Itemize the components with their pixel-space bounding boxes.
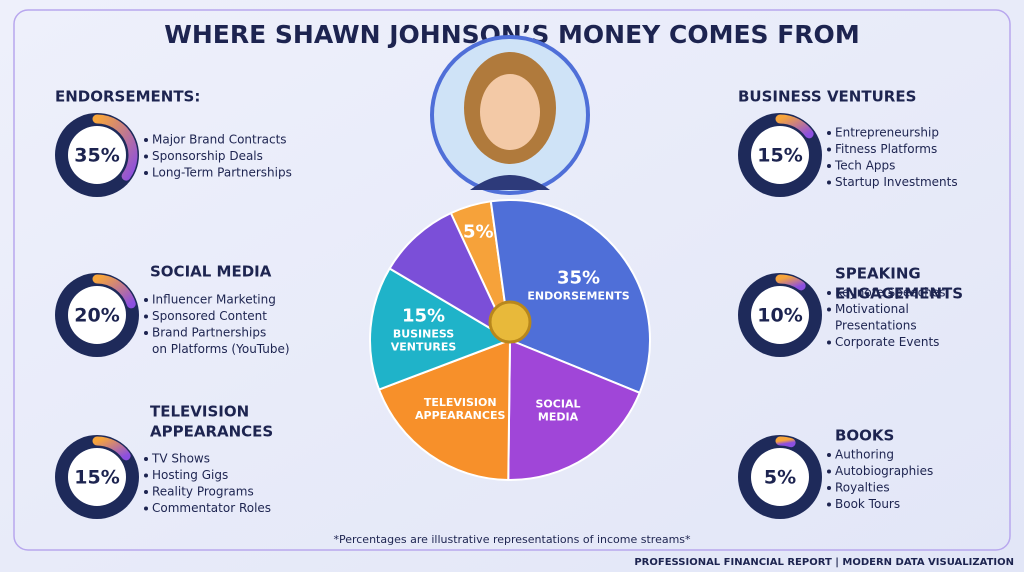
bullet: Tech Apps: [834, 159, 895, 173]
bullet: Long-Term Partnerships: [152, 166, 292, 180]
bullet: Entrepreneurship: [835, 126, 939, 140]
bullet: TV Shows: [151, 452, 210, 466]
slice-percent: 35%: [557, 268, 600, 289]
frame: [13, 9, 1011, 551]
ring-label: 15%: [757, 145, 802, 167]
bullet: Influencer Marketing: [152, 293, 276, 307]
slice-name: VENTURES: [391, 340, 457, 353]
bullet: Book Tours: [835, 497, 900, 511]
bullet-dot: [144, 473, 148, 478]
bullet-dot: [144, 314, 148, 319]
slice-name: APPEARANCES: [415, 409, 505, 422]
slice-percent: 5%: [463, 222, 494, 243]
ring-inner: [68, 126, 126, 184]
panel-heading: ENGAGEMENTS: [835, 285, 963, 303]
bullet-dot: [827, 147, 831, 152]
ring-label: 10%: [757, 305, 802, 327]
pie-slice: [369, 267, 513, 391]
slice-percent: 15%: [402, 305, 445, 326]
bullet: Autobiographies: [835, 464, 933, 478]
bullet-dot: [827, 131, 831, 135]
bullet-dot: [144, 171, 148, 175]
ring-arc: [92, 436, 131, 461]
bullet-dot: [144, 490, 148, 494]
bullet-dot: [144, 154, 148, 159]
bullet: Presentations: [835, 319, 917, 333]
ring-arc: [775, 274, 806, 291]
bullet: Brand Partnerships: [152, 326, 266, 340]
bullet-dot: [144, 331, 148, 335]
bullet-dot: [144, 457, 148, 461]
shirt: [470, 175, 550, 190]
panel-heading: TELEVISION: [150, 403, 249, 421]
ring-inner: [68, 448, 126, 506]
bullet-dot: [144, 506, 148, 511]
ring-inner: [751, 286, 809, 344]
panel-heading: APPEARANCES: [150, 423, 273, 441]
bullet: Sponsored Content: [152, 309, 267, 323]
pie-slice: [377, 338, 512, 482]
panel-heading: BOOKS: [835, 427, 894, 445]
bullet-dot: [827, 307, 831, 312]
bullet-dot: [827, 453, 831, 457]
ring-arc: [775, 436, 796, 448]
bullet: Keynote Speeches: [835, 286, 945, 300]
bullet: Reality Programs: [152, 485, 254, 499]
slice-name: SOCIAL: [536, 397, 581, 410]
bullet: Major Brand Contracts: [152, 133, 287, 147]
ring-arc: [92, 274, 136, 309]
bullet: Authoring: [835, 448, 894, 462]
bullet: Sponsorship Deals: [152, 149, 263, 163]
bullet: on Platforms (YouTube): [152, 342, 290, 356]
slice-name: ENDORSEMENTS: [527, 290, 629, 303]
bullet-dot: [827, 486, 831, 490]
ring-inner: [68, 286, 126, 344]
pie-slice: [489, 199, 651, 395]
slice-name: BUSINESS: [393, 327, 454, 340]
ring-label: 15%: [74, 467, 119, 489]
slice-name: MEDIA: [538, 410, 579, 423]
pie-slice: [388, 211, 513, 343]
bullet-dot: [144, 138, 148, 142]
bullet: Corporate Events: [835, 335, 939, 349]
medal: [488, 300, 532, 344]
bullet-dot: [827, 291, 831, 295]
footnote: *Percentages are illustrative representa…: [333, 533, 691, 546]
bullet: Commentator Roles: [152, 501, 271, 515]
ring-inner: [751, 126, 809, 184]
bullet-dot: [827, 164, 831, 168]
ring-inner: [751, 448, 809, 506]
bullet: Hosting Gigs: [152, 468, 228, 482]
bullet-dot: [827, 469, 831, 474]
ring-arc: [92, 114, 138, 181]
bullet-dot: [827, 180, 831, 185]
panel-heading: SOCIAL MEDIA: [150, 263, 272, 281]
bullet-dot: [827, 502, 831, 507]
bullet: Startup Investments: [835, 175, 958, 189]
bullet-dot: [827, 340, 831, 345]
footer: PROFESSIONAL FINANCIAL REPORT | MODERN D…: [634, 557, 1014, 568]
pie-slice: [507, 338, 641, 481]
bullet: Motivational: [835, 302, 909, 316]
ring-label: 35%: [74, 145, 119, 167]
ring-label: 5%: [764, 467, 796, 489]
panel-heading: ENDORSEMENTS:: [55, 88, 200, 106]
panel-heading: BUSINESS VENTURES: [738, 88, 916, 106]
face: [480, 74, 540, 150]
ring-arc: [775, 114, 814, 139]
ring-label: 20%: [74, 305, 119, 327]
bullet: Fitness Platforms: [835, 142, 937, 156]
bullet: Royalties: [835, 481, 890, 495]
bullet-dot: [144, 298, 148, 302]
panel-heading: SPEAKING: [835, 265, 921, 283]
slice-name: TELEVISION: [424, 396, 497, 409]
